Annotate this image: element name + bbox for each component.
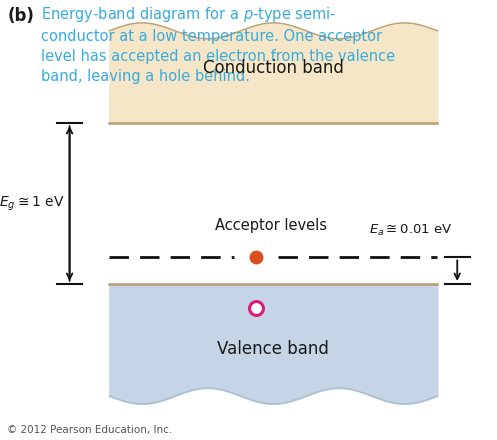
Text: $E_a \cong 0.01$ eV: $E_a \cong 0.01$ eV [369,223,452,238]
Text: Conduction band: Conduction band [203,59,344,77]
Text: (b): (b) [7,7,34,25]
Text: Energy-band diagram for a $p$-type semi-
conductor at a low temperature. One acc: Energy-band diagram for a $p$-type semi-… [41,5,396,84]
Text: Acceptor levels: Acceptor levels [215,218,327,233]
Text: $E_g \cong 1$ eV: $E_g \cong 1$ eV [0,194,65,213]
Text: Valence band: Valence band [217,340,330,358]
Text: © 2012 Pearson Education, Inc.: © 2012 Pearson Education, Inc. [7,425,172,435]
